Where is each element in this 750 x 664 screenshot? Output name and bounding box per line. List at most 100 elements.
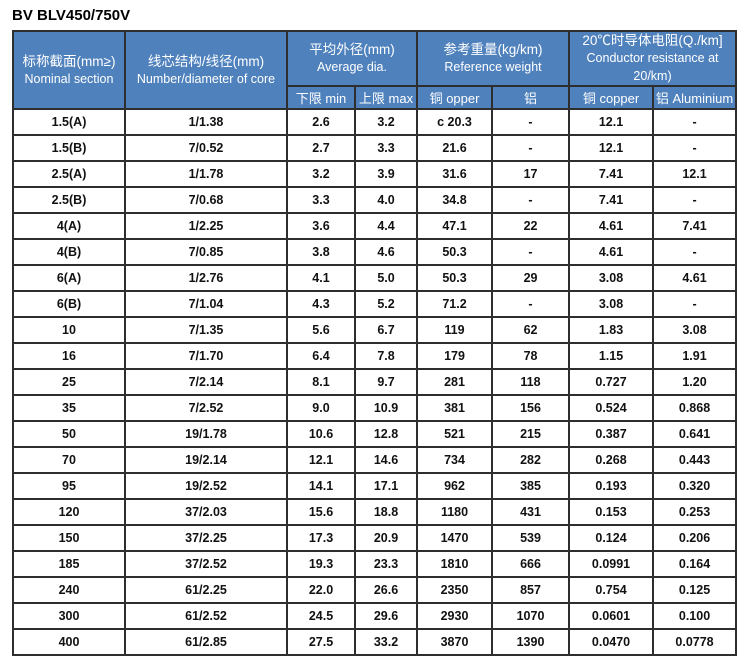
cell: 12.8 [353, 420, 419, 448]
cell: 4.4 [353, 212, 419, 240]
cell: 1180 [416, 498, 494, 526]
cell: 7/0.68 [124, 186, 288, 214]
table-row: 10 7/1.35 5.6 6.7 119 62 1.83 3.08 [12, 316, 738, 344]
cell: 0.320 [652, 472, 738, 500]
table-row: 2.5(B) 7/0.68 3.3 4.0 34.8-7.41- [12, 186, 738, 214]
cell: 1/2.25 [124, 212, 288, 240]
cell: 24.5 [286, 602, 356, 630]
header-conductor-resistance-en: Conductor resistance at 20/km) [586, 51, 719, 83]
cell: 35 [12, 394, 126, 422]
header-nominal-section-zh: 标称截面(mm≥) [22, 53, 116, 69]
subheader-copper-resistance: 铜 copper [568, 85, 655, 110]
cell: 22 [491, 212, 571, 240]
table-row: 50 19/1.78 10.6 12.8 521 215 0.387 0.641 [12, 420, 738, 448]
cell: - [491, 290, 571, 318]
cell: 118 [491, 368, 571, 396]
cell: 4(B) [12, 238, 126, 266]
cell: 70 [12, 446, 126, 474]
cell: 22.0 [286, 576, 356, 604]
header-reference-weight-en: Reference weight [444, 60, 542, 74]
cell: 1/1.78 [124, 160, 288, 188]
cell: 5.2 [353, 290, 419, 318]
cell: 215 [491, 420, 571, 448]
cell: 7.41 [652, 212, 738, 240]
cell: 19/2.14 [124, 446, 288, 474]
cell: 734 [416, 446, 494, 474]
header-core-structure-zh: 线芯结构/线径(mm) [147, 53, 265, 69]
cell: 0.153 [568, 498, 655, 526]
cell: 0.124 [568, 524, 655, 552]
cell: 26.6 [353, 576, 419, 604]
cell: 4.6 [353, 238, 419, 266]
cell: 17 [491, 160, 571, 188]
cell: 0.443 [652, 446, 738, 474]
cell: 0.268 [568, 446, 655, 474]
cell: 2930 [416, 602, 494, 630]
table-row: 16 7/1.70 6.4 7.8 179 78 1.15 1.91 [12, 342, 738, 370]
cell: 0.0991 [568, 550, 655, 578]
cell: 4.0 [353, 186, 419, 214]
cell: 25 [12, 368, 126, 396]
cell: 1.83 [568, 316, 655, 344]
cell: 3.2 [353, 108, 419, 136]
cell: 2.5(A) [12, 160, 126, 188]
table-header: 标称截面(mm≥) Nominal section 线芯结构/线径(mm) Nu… [12, 30, 738, 110]
cell: 0.727 [568, 368, 655, 396]
header-nominal-section-en: Nominal section [24, 71, 114, 86]
cell: 37/2.52 [124, 550, 288, 578]
cell: 1.91 [652, 342, 738, 370]
cell: 2.7 [286, 134, 356, 162]
subheader-max: 上限 max [353, 85, 419, 110]
subheader-min: 下限 min [286, 85, 356, 110]
cell: 0.164 [652, 550, 738, 578]
cell: 6.7 [353, 316, 419, 344]
cell: 27.5 [286, 628, 356, 656]
table-row: 300 61/2.52 24.5 29.6 2930 1070 0.0601 0.100 [12, 602, 738, 630]
cell: 5.0 [353, 264, 419, 292]
cell: 666 [491, 550, 571, 578]
cell: 9.7 [353, 368, 419, 396]
header-core-structure: 线芯结构/线径(mm) Number/diameter of core [124, 30, 288, 110]
table-row: 4(A) 1/2.25 3.6 4.4 47.1 22 4.61 7.41 [12, 212, 738, 240]
cell: 281 [416, 368, 494, 396]
table-row: 6(B) 7/1.04 4.3 5.2 71.2-3.08- [12, 290, 738, 318]
cell: 78 [491, 342, 571, 370]
cell: 240 [12, 576, 126, 604]
cell: 19/1.78 [124, 420, 288, 448]
cell: 3.9 [353, 160, 419, 188]
table-row: 400 61/2.85 27.5 33.2 3870 1390 0.0470 0.0778 [12, 628, 738, 656]
cell: 50.3 [416, 238, 494, 266]
cell: - [652, 186, 738, 214]
cell: 17.3 [286, 524, 356, 552]
cell: 2350 [416, 576, 494, 604]
cell: 7/2.52 [124, 394, 288, 422]
cell: 7/1.35 [124, 316, 288, 344]
cell: 10.9 [353, 394, 419, 422]
cell: 23.3 [353, 550, 419, 578]
header-core-structure-en: Number/diameter of core [136, 71, 276, 86]
cell: 1.5(A) [12, 108, 126, 136]
header-nominal-section: 标称截面(mm≥) Nominal section [12, 30, 126, 110]
cell: 3.08 [568, 290, 655, 318]
cell: 400 [12, 628, 126, 656]
cell: 3.8 [286, 238, 356, 266]
header-conductor-resistance-zh: 20℃时导体电阻(Q./km] [582, 33, 723, 48]
cell: 37/2.03 [124, 498, 288, 526]
cell: 33.2 [353, 628, 419, 656]
cell: 14.6 [353, 446, 419, 474]
subheader-aluminium-resistance: 铝 Aluminium [652, 85, 738, 110]
cell: - [491, 108, 571, 136]
table-row: 4(B) 7/0.85 3.8 4.6 50.3-4.61- [12, 238, 738, 266]
cell: 1.5(B) [12, 134, 126, 162]
cell: 1/1.38 [124, 108, 288, 136]
cell: 29.6 [353, 602, 419, 630]
cell: - [652, 108, 738, 136]
cell: 3.3 [353, 134, 419, 162]
cell: 4.1 [286, 264, 356, 292]
cell: 6(B) [12, 290, 126, 318]
header-average-diameter-zh: 平均外径(mm) [309, 42, 395, 57]
cell: 17.1 [353, 472, 419, 500]
table-row: 35 7/2.52 9.0 10.9 381 156 0.524 0.868 [12, 394, 738, 422]
cell: 7/1.70 [124, 342, 288, 370]
cell: - [652, 238, 738, 266]
